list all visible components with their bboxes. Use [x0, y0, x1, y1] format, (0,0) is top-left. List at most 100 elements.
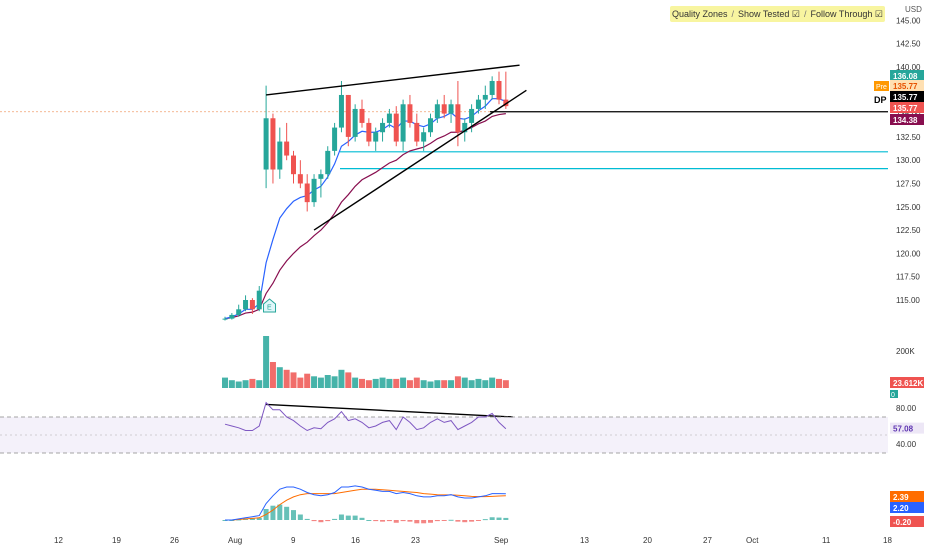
current-price-label: 135.77 — [893, 93, 918, 102]
volume-bar — [249, 378, 256, 388]
macd-histogram-bar — [462, 520, 468, 523]
pre-tag-label: Pre — [876, 84, 887, 91]
macd-histogram-bar — [325, 520, 331, 522]
trendline — [313, 89, 527, 231]
pre-price-label-bg — [890, 80, 924, 91]
dp-price-label-bg — [890, 102, 924, 113]
ema-slow-price-label: 134.38 — [893, 116, 918, 125]
candle-body — [284, 141, 290, 156]
volume-bar — [434, 380, 441, 388]
trendline — [266, 403, 513, 418]
macd-histogram-bar — [297, 514, 303, 520]
volume-bar — [235, 381, 242, 388]
separator: / — [803, 9, 807, 19]
signal-value-label: 2.20 — [893, 504, 909, 513]
candle-body — [393, 113, 399, 142]
candle-body — [243, 300, 249, 310]
price-tick-label: 142.50 — [896, 40, 921, 49]
candle-body — [366, 122, 372, 142]
volume-bar — [379, 377, 386, 388]
volume-bar — [338, 369, 345, 388]
volume-bar — [311, 376, 318, 388]
macd-histogram-bar — [434, 520, 440, 522]
time-axis-label: 19 — [112, 536, 121, 545]
rsi-tick-label: 40.00 — [896, 440, 917, 449]
candle-body — [482, 94, 488, 100]
macd-histogram-bar — [441, 520, 447, 521]
macd-histogram-bar — [482, 519, 488, 521]
time-axis-label: 27 — [703, 536, 712, 545]
macd-histogram-bar — [469, 520, 475, 522]
time-axis-label: 23 — [411, 536, 420, 545]
volume-bar — [454, 376, 461, 388]
quality-zones-toggle[interactable]: Quality Zones — [672, 9, 728, 19]
candle-body — [455, 104, 461, 133]
time-axis-label: 13 — [580, 536, 589, 545]
candle-body — [496, 80, 502, 100]
macd-histogram-bar — [503, 517, 509, 520]
candle-body — [421, 132, 427, 142]
volume-bar — [482, 380, 489, 388]
candle-body — [304, 183, 310, 203]
candle-body — [489, 80, 495, 95]
show-tested-toggle[interactable]: Show Tested ☑ — [738, 8, 800, 19]
dp-price-label: 135.77 — [893, 104, 918, 113]
rsi-current-label-bg — [890, 422, 924, 434]
volume-bar — [427, 381, 434, 388]
volume-bar — [345, 372, 352, 388]
volume-bar — [290, 372, 297, 388]
volume-bar — [317, 377, 324, 388]
volume-bar — [502, 380, 509, 388]
macd-histogram-bar — [386, 520, 392, 522]
macd-histogram-bar — [407, 520, 413, 522]
macd-histogram-bar — [421, 520, 427, 524]
candle-body — [345, 94, 351, 137]
candle-body — [291, 155, 296, 175]
macd-histogram-bar — [400, 520, 406, 522]
price-tick-label: 132.50 — [896, 133, 921, 142]
macd-histogram-bar — [366, 520, 372, 521]
macd-histogram-bar — [414, 520, 420, 524]
volume-bar — [448, 380, 455, 388]
candle-body — [386, 113, 392, 123]
macd-histogram-bar — [243, 518, 249, 520]
volume-tick-label: 200K — [896, 347, 915, 356]
candle-body — [263, 118, 269, 170]
volume-bar — [496, 378, 502, 388]
macd-value-label-bg — [890, 491, 924, 502]
macd-histogram-bar — [489, 517, 495, 520]
macd-histogram-bar — [448, 519, 454, 521]
volume-zero-label: 0 — [891, 392, 895, 399]
current-price-label-bg — [890, 91, 924, 102]
time-axis-label: Sep — [494, 536, 509, 545]
volume-bar — [365, 380, 372, 388]
macd-histogram-bar — [277, 504, 283, 520]
histogram-value-label-bg — [890, 516, 924, 527]
follow-through-toggle[interactable]: Follow Through ☑ — [810, 8, 883, 19]
volume-bar — [475, 378, 482, 388]
indicator-settings-bar[interactable]: Quality Zones / Show Tested ☑ / Follow T… — [670, 6, 885, 22]
candle-body — [256, 290, 262, 310]
macd-histogram-bar — [352, 515, 358, 520]
volume-bar — [269, 362, 276, 388]
price-tick-label: 130.00 — [896, 156, 921, 165]
last-price-label: 136.08 — [893, 72, 918, 81]
ema-slow-price-label-bg — [890, 114, 924, 125]
price-tick-label: 125.00 — [896, 203, 921, 212]
volume-current-label-bg — [890, 377, 924, 388]
price-tick-label: 120.00 — [896, 249, 921, 258]
candle-body — [297, 174, 303, 184]
price-tick-label: 115.00 — [896, 296, 920, 305]
volume-bar — [420, 380, 427, 388]
volume-bar — [441, 380, 448, 388]
volume-bar — [352, 377, 359, 388]
volume-bar — [304, 373, 311, 388]
macd-histogram-bar — [380, 520, 386, 522]
trendline — [266, 64, 520, 96]
macd-histogram-bar — [284, 506, 290, 520]
candle-body — [229, 314, 235, 319]
volume-bar — [222, 377, 228, 388]
volume-bar — [331, 376, 338, 388]
